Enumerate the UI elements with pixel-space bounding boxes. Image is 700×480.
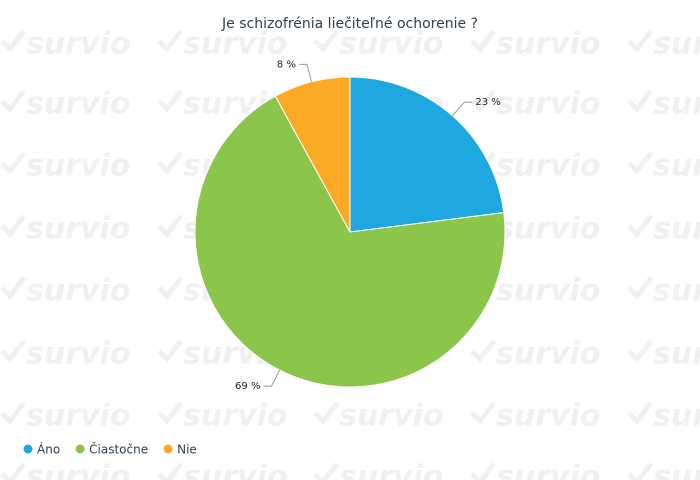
watermark-check bbox=[313, 462, 339, 480]
watermark-check bbox=[0, 339, 26, 363]
watermark-text: survio bbox=[496, 337, 600, 372]
watermark-text: survio bbox=[496, 212, 600, 247]
watermark-check bbox=[313, 29, 339, 53]
legend-label: Áno bbox=[37, 442, 60, 457]
legend-label: Nie bbox=[177, 443, 197, 457]
watermark-check bbox=[627, 151, 653, 175]
watermark-check bbox=[0, 401, 26, 425]
watermark-text: survio bbox=[339, 399, 443, 434]
watermark-check bbox=[157, 462, 183, 480]
watermark-check bbox=[157, 401, 183, 425]
watermark-text: survio bbox=[496, 149, 600, 184]
watermark-check bbox=[470, 29, 496, 53]
watermark-text: survio bbox=[496, 399, 600, 434]
watermark-text: survio bbox=[183, 399, 287, 434]
watermark-check bbox=[627, 462, 653, 480]
watermark-text: survio bbox=[26, 212, 130, 247]
watermark-text: survio bbox=[653, 87, 700, 122]
legend-marker bbox=[23, 444, 33, 454]
watermark-text: survio bbox=[183, 460, 287, 480]
watermark-check bbox=[0, 151, 26, 175]
watermark-check bbox=[627, 29, 653, 53]
watermark-check bbox=[157, 339, 183, 363]
watermark-text: survio bbox=[653, 212, 700, 247]
watermark-text: survio bbox=[26, 399, 130, 434]
watermark-text: survio bbox=[653, 274, 700, 309]
watermark-check bbox=[157, 29, 183, 53]
watermark-text: survio bbox=[26, 27, 130, 62]
leader-line bbox=[298, 63, 312, 82]
data-label: 8 % bbox=[277, 59, 296, 70]
leader-line bbox=[263, 369, 281, 387]
leader-line bbox=[452, 101, 473, 117]
watermark-text: survio bbox=[653, 149, 700, 184]
watermark-check bbox=[0, 89, 26, 113]
watermark-text: survio bbox=[339, 460, 443, 480]
watermark-check bbox=[157, 276, 183, 300]
watermark-text: survio bbox=[496, 274, 600, 309]
watermark-text: survio bbox=[26, 337, 130, 372]
watermark-check bbox=[0, 214, 26, 238]
watermark-text: survio bbox=[496, 87, 600, 122]
watermark-check bbox=[627, 89, 653, 113]
watermark-check bbox=[627, 339, 653, 363]
watermark-text: survio bbox=[653, 337, 700, 372]
watermark-check bbox=[627, 276, 653, 300]
watermark-text: survio bbox=[339, 27, 443, 62]
watermark-check bbox=[157, 89, 183, 113]
watermark-text: survio bbox=[653, 460, 700, 480]
watermark-text: survio bbox=[496, 460, 600, 480]
watermark-check bbox=[470, 339, 496, 363]
chart-title: Je schizofrénia liečiteľné ochorenie ? bbox=[221, 16, 478, 32]
watermark-check bbox=[313, 401, 339, 425]
legend-label: Čiastočne bbox=[89, 442, 148, 457]
watermark-check bbox=[157, 214, 183, 238]
watermark-text: survio bbox=[653, 27, 700, 62]
watermark-text: survio bbox=[26, 460, 130, 480]
watermark-text: survio bbox=[653, 399, 700, 434]
watermark-check bbox=[157, 151, 183, 175]
data-label: 23 % bbox=[475, 97, 500, 108]
watermark-check bbox=[470, 462, 496, 480]
watermark-check bbox=[0, 462, 26, 480]
watermark-check bbox=[0, 276, 26, 300]
watermark-text: survio bbox=[496, 27, 600, 62]
watermark-text: survio bbox=[183, 27, 287, 62]
watermark-text: survio bbox=[26, 149, 130, 184]
data-label: 69 % bbox=[235, 381, 260, 392]
watermark-check bbox=[627, 401, 653, 425]
pie-slice bbox=[194, 95, 506, 388]
legend-marker bbox=[75, 444, 85, 454]
watermark-check bbox=[0, 29, 26, 53]
watermark-text: survio bbox=[26, 87, 130, 122]
watermark-check bbox=[470, 401, 496, 425]
watermark-check bbox=[470, 89, 496, 113]
watermark-check bbox=[627, 214, 653, 238]
watermark-text: survio bbox=[26, 274, 130, 309]
legend-marker bbox=[163, 444, 173, 454]
